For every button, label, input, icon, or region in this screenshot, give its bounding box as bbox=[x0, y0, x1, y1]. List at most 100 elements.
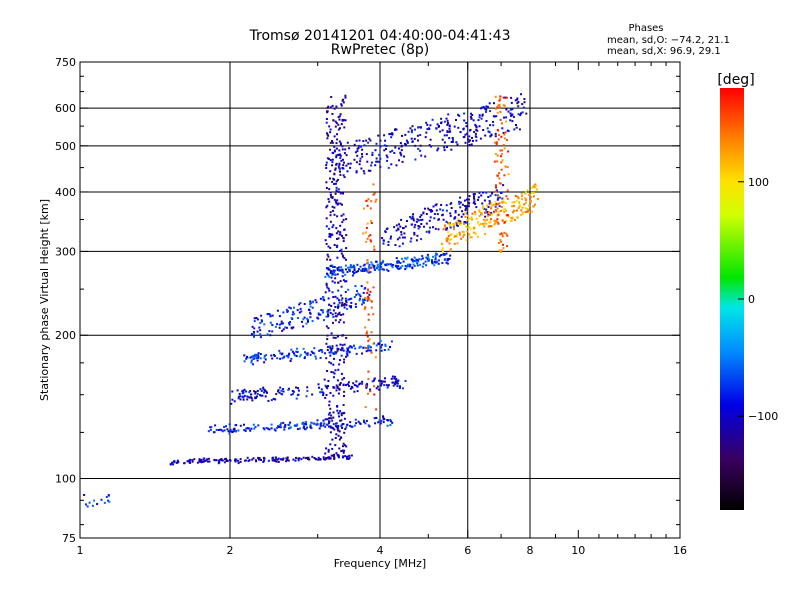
data-point bbox=[342, 442, 345, 445]
data-point bbox=[382, 239, 385, 242]
data-point bbox=[339, 113, 342, 116]
data-point bbox=[344, 428, 347, 430]
data-point bbox=[379, 166, 382, 168]
data-point bbox=[379, 345, 382, 348]
data-point bbox=[410, 217, 413, 220]
data-point bbox=[307, 320, 309, 323]
data-point bbox=[273, 355, 276, 357]
data-point bbox=[345, 355, 347, 358]
data-point bbox=[376, 385, 379, 388]
data-point bbox=[391, 132, 394, 135]
data-point bbox=[428, 230, 431, 233]
data-point bbox=[463, 221, 466, 223]
data-point bbox=[379, 265, 382, 268]
data-point bbox=[107, 499, 110, 502]
data-point bbox=[183, 462, 186, 465]
data-point bbox=[371, 151, 374, 154]
data-point bbox=[383, 134, 386, 137]
data-point bbox=[343, 395, 345, 397]
data-point bbox=[311, 301, 314, 304]
data-point bbox=[480, 117, 483, 120]
data-point bbox=[309, 311, 312, 314]
data-point bbox=[333, 271, 336, 273]
data-point bbox=[375, 157, 378, 160]
data-point bbox=[389, 263, 392, 266]
data-point bbox=[312, 351, 314, 354]
data-point bbox=[509, 119, 512, 122]
data-point bbox=[398, 267, 401, 270]
data-point bbox=[465, 125, 468, 128]
data-point bbox=[261, 394, 264, 397]
data-point bbox=[507, 110, 510, 113]
data-point bbox=[450, 232, 453, 235]
data-point bbox=[501, 219, 504, 222]
data-point bbox=[382, 242, 385, 245]
data-point bbox=[340, 294, 343, 297]
data-point bbox=[518, 201, 521, 204]
data-point bbox=[436, 260, 438, 263]
data-point bbox=[368, 338, 371, 341]
data-point bbox=[325, 342, 328, 345]
data-point bbox=[286, 457, 289, 460]
data-point bbox=[428, 219, 431, 222]
data-point bbox=[339, 419, 341, 422]
data-point bbox=[338, 363, 341, 366]
data-point bbox=[512, 115, 515, 118]
data-point bbox=[325, 284, 328, 287]
data-point bbox=[500, 135, 503, 138]
data-point bbox=[370, 222, 373, 224]
data-point bbox=[505, 108, 508, 111]
data-point bbox=[441, 129, 444, 132]
data-point bbox=[333, 213, 336, 216]
data-point bbox=[332, 371, 335, 374]
data-point bbox=[482, 129, 485, 131]
data-point bbox=[405, 139, 408, 142]
data-point bbox=[389, 237, 392, 240]
data-point bbox=[459, 223, 462, 226]
data-point bbox=[357, 270, 359, 273]
data-point bbox=[269, 334, 272, 337]
data-point bbox=[199, 460, 201, 463]
data-point bbox=[234, 458, 237, 461]
data-point bbox=[329, 211, 332, 214]
data-point bbox=[404, 257, 407, 260]
data-point bbox=[446, 119, 449, 122]
data-point bbox=[462, 235, 464, 238]
data-point bbox=[465, 212, 468, 215]
data-point bbox=[335, 232, 338, 235]
data-point bbox=[373, 264, 376, 267]
data-point bbox=[326, 133, 329, 136]
data-point bbox=[533, 192, 535, 195]
data-point bbox=[456, 143, 459, 146]
data-point bbox=[319, 313, 322, 316]
data-point bbox=[337, 165, 340, 168]
data-point bbox=[479, 223, 482, 225]
data-point bbox=[511, 113, 514, 116]
data-point bbox=[265, 426, 268, 429]
data-point bbox=[347, 288, 350, 291]
data-point bbox=[413, 231, 416, 234]
data-point bbox=[348, 350, 351, 353]
data-point bbox=[397, 265, 400, 268]
data-point bbox=[332, 309, 335, 312]
data-point bbox=[402, 260, 405, 263]
data-point bbox=[337, 434, 340, 437]
data-point bbox=[499, 233, 502, 236]
data-point bbox=[441, 214, 444, 217]
data-point bbox=[385, 154, 388, 157]
data-point bbox=[339, 269, 342, 272]
data-point bbox=[270, 399, 273, 402]
data-point bbox=[495, 186, 497, 189]
data-point bbox=[407, 130, 410, 133]
data-point bbox=[176, 460, 179, 463]
data-point bbox=[346, 308, 349, 310]
data-point bbox=[431, 118, 434, 121]
data-point bbox=[459, 220, 462, 223]
data-point bbox=[375, 142, 378, 145]
data-point bbox=[343, 444, 346, 447]
data-point bbox=[267, 459, 270, 462]
data-point bbox=[231, 431, 234, 433]
data-point bbox=[390, 136, 393, 139]
data-point bbox=[313, 352, 316, 355]
data-point bbox=[506, 197, 509, 200]
